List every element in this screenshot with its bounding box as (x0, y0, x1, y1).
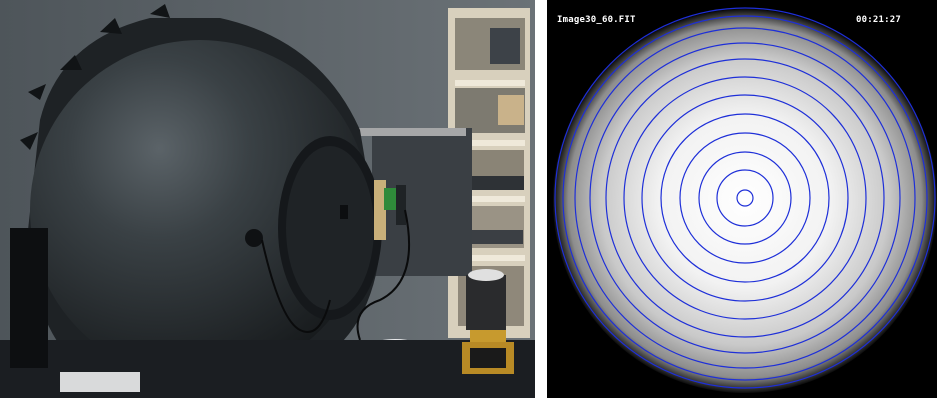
left-equipment (10, 228, 48, 368)
contour-image-panel: Image30_60.FIT 00:21:27 (547, 0, 937, 398)
contour-ring (562, 15, 928, 381)
sphere-photo (0, 0, 535, 398)
contour-ring (660, 113, 830, 283)
contour-image (547, 0, 937, 398)
luminance-disc (553, 9, 937, 393)
contour-ring (589, 42, 901, 354)
image-timestamp: 00:21:27 (856, 15, 901, 25)
sphere-photo-illustration (0, 0, 535, 398)
contour-ring (605, 58, 885, 338)
contour-ring (679, 132, 811, 264)
contour-ring (574, 27, 916, 369)
contour-ring (716, 169, 774, 227)
port-plate (245, 136, 382, 320)
sensor-bracket (374, 180, 406, 240)
contour-ring (641, 94, 849, 302)
contour-rings (554, 7, 936, 389)
detector-stand (462, 269, 514, 374)
contour-ring (698, 151, 792, 245)
contour-ring (623, 76, 867, 320)
image-filename: Image30_60.FIT (557, 15, 636, 25)
contour-ring (554, 7, 936, 389)
contour-ring (736, 189, 754, 207)
